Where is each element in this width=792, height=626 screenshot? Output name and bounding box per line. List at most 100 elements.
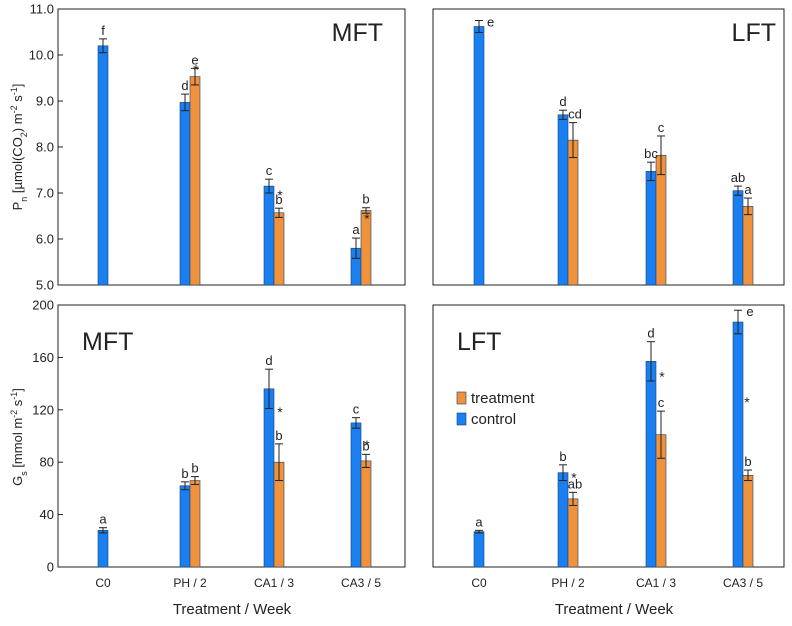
significance-letter-control: d <box>559 94 566 109</box>
panel-3-mft: MFT 0 40 80 120 160 200 C0 PH / 2 CA1 / 3 CA3 / 5 a… <box>32 298 406 590</box>
bar-treatment <box>273 212 285 286</box>
bar-treatment <box>567 498 579 568</box>
significance-star: * <box>364 211 370 227</box>
bar-control <box>645 361 657 568</box>
significance-star: * <box>277 187 283 203</box>
significance-letter-treatment: ab <box>568 476 582 491</box>
panel-frame <box>57 304 406 568</box>
y-tick-label: 200 <box>32 298 54 313</box>
bar-treatment <box>742 206 754 286</box>
bar-control <box>97 45 109 286</box>
significance-letter-treatment: a <box>744 182 752 197</box>
significance-letter-control: b <box>181 466 188 481</box>
significance-letter-treatment: c <box>658 120 665 135</box>
panel-frame <box>57 8 406 286</box>
significance-letter-control: b <box>559 449 566 464</box>
y-tick-label: 11.0 <box>30 2 54 17</box>
panel-title: LFT <box>457 328 501 356</box>
significance-letter-treatment: c <box>658 395 665 410</box>
x-tick-label: CA1 / 3 <box>636 576 676 590</box>
legend-label-treatment: treatment <box>471 390 535 407</box>
significance-letter-treatment: b <box>191 461 198 476</box>
significance-star: * <box>193 61 199 77</box>
bar-control <box>557 472 569 568</box>
y-tick-label: 10.0 <box>29 48 54 63</box>
y-axis-label-bottom: Gs [mmol m-2 s-1] <box>9 388 29 486</box>
bar-control <box>263 185 275 286</box>
significance-letter-control: a <box>352 222 360 237</box>
significance-letter-control: bc <box>644 146 658 161</box>
significance-letter-control: d <box>265 353 272 368</box>
bar-control <box>263 388 275 568</box>
significance-letter-control: a <box>99 512 107 527</box>
y-tick-label: 9.0 <box>36 94 54 109</box>
significance-letter-treatment: b <box>744 454 751 469</box>
panel-frame <box>432 304 785 568</box>
y-tick-label: 80 <box>40 455 54 470</box>
x-tick-label: CA1 / 3 <box>254 576 294 590</box>
bar-control <box>179 102 191 286</box>
bar-control <box>645 171 657 286</box>
panel-title: LFT <box>732 19 776 47</box>
panel-2-lft: LFT e dcd bcc aba <box>432 8 785 286</box>
bar-treatment <box>567 139 579 286</box>
significance-star: * <box>364 437 370 453</box>
significance-letter-control: a <box>475 514 483 529</box>
significance-letter-control: e <box>746 304 753 319</box>
y-tick-label: 0 <box>47 560 54 575</box>
bar-control <box>350 422 362 568</box>
bar-treatment <box>189 76 201 286</box>
significance-letter-control: c <box>353 402 360 417</box>
bar-control <box>557 114 569 286</box>
bar-control <box>732 190 744 286</box>
panel-title: MFT <box>82 328 133 356</box>
bar-control <box>179 485 191 568</box>
x-tick-label: C0 <box>471 576 487 590</box>
bar-control <box>473 531 485 568</box>
bar-treatment <box>360 460 372 568</box>
significance-letter-control: d <box>181 78 188 93</box>
legend-swatch-control <box>456 412 467 426</box>
significance-letter-treatment: b <box>275 192 282 207</box>
significance-letter-control: ab <box>731 170 745 185</box>
y-tick-label: 120 <box>32 402 54 417</box>
panel-title: MFT <box>332 19 383 47</box>
significance-star: * <box>659 368 665 384</box>
legend: treatment control <box>456 390 535 428</box>
legend-swatch-treatment <box>456 391 467 405</box>
x-tick-label: C0 <box>95 576 111 590</box>
x-tick-label: CA3 / 5 <box>723 576 763 590</box>
bar-treatment <box>742 474 754 568</box>
x-tick-label: CA3 / 5 <box>341 576 381 590</box>
significance-letter-control: c <box>266 163 273 178</box>
significance-star: * <box>744 394 750 410</box>
significance-star: * <box>277 404 283 420</box>
significance-letter-treatment: b <box>362 192 369 207</box>
y-tick-label: 7.0 <box>36 186 54 201</box>
y-tick-label: 40 <box>40 507 54 522</box>
y-tick-label: 6.0 <box>36 232 54 247</box>
y-tick-label: 160 <box>32 350 54 365</box>
significance-letter-control: d <box>647 326 654 341</box>
significance-star: * <box>571 470 577 486</box>
significance-letter-control: e <box>487 15 494 30</box>
bar-control <box>473 26 485 286</box>
panel-frame <box>432 8 785 286</box>
x-axis-label-right: Treatment / Week <box>555 601 674 618</box>
significance-letter-treatment: e <box>191 52 198 67</box>
y-tick-label: 8.0 <box>36 140 54 155</box>
significance-letter-treatment: b <box>275 428 282 443</box>
y-tick-label: 5.0 <box>36 278 54 293</box>
bar-treatment <box>189 480 201 568</box>
legend-label-control: control <box>471 411 516 428</box>
bar-control <box>732 321 744 568</box>
y-axis-label-top: Pn [µmol(CO2) m-2 s-1] <box>9 84 29 211</box>
bar-control <box>97 530 109 568</box>
significance-letter-control: f <box>101 23 105 38</box>
x-tick-label: PH / 2 <box>173 576 207 590</box>
x-axis-label-left: Treatment / Week <box>173 601 292 618</box>
